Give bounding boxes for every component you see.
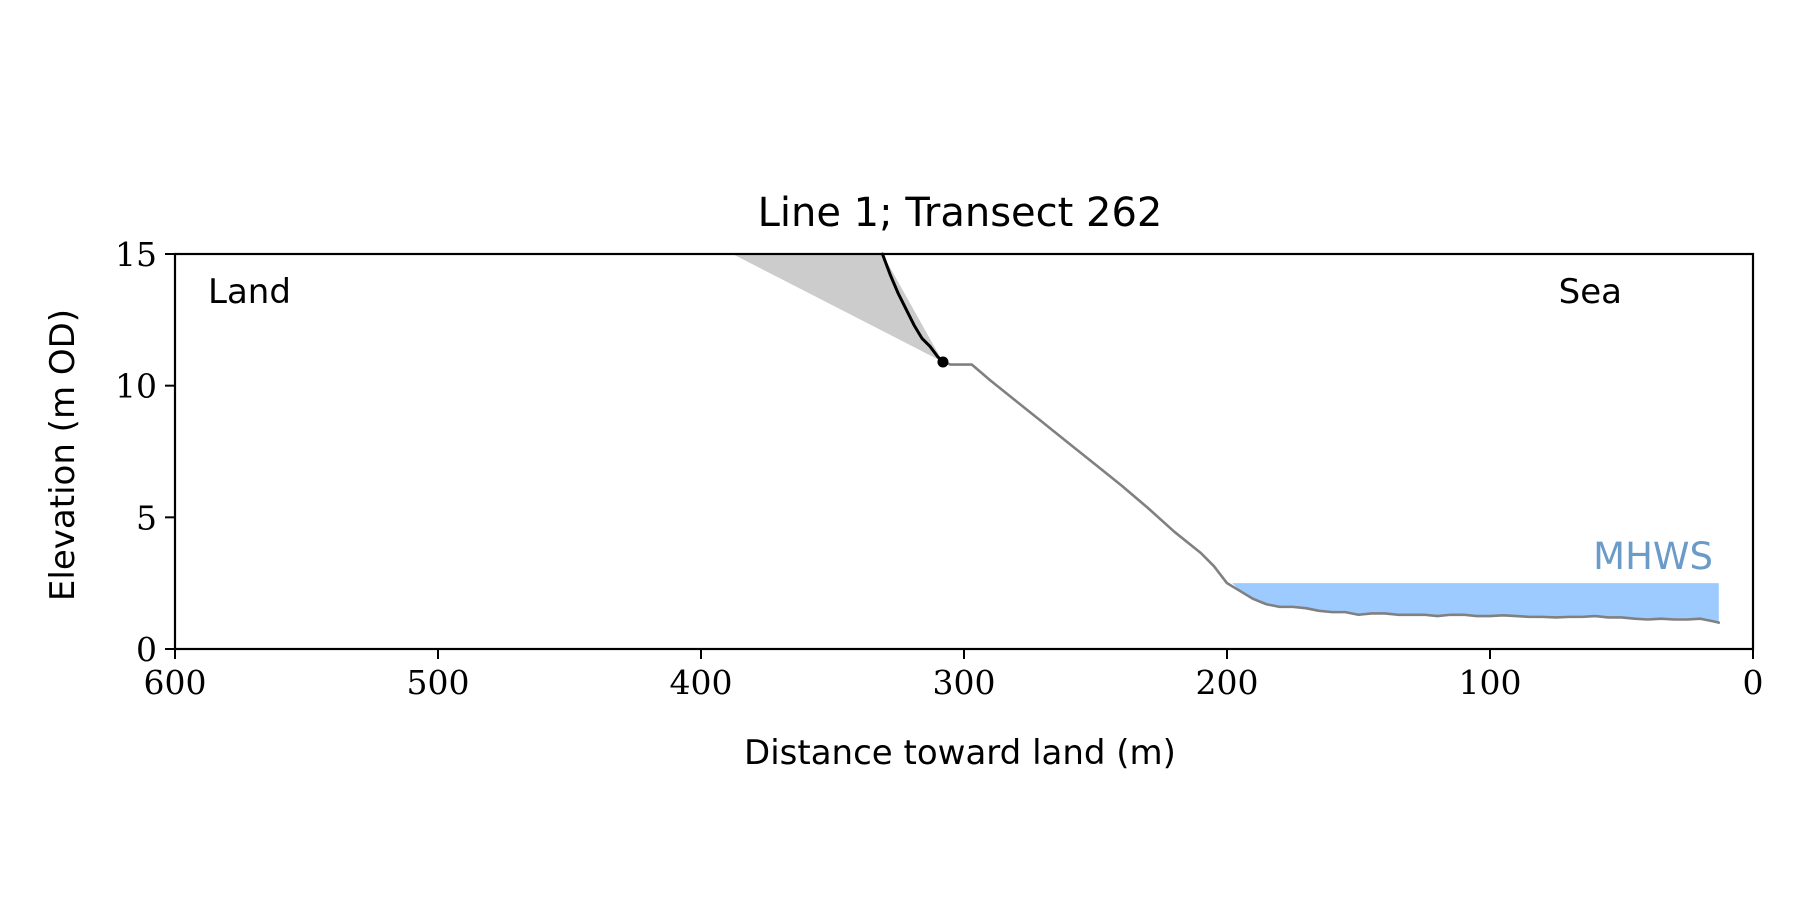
axes-layer: 600 500 400 300 200 100 0 0 5 10 15 <box>115 235 1764 702</box>
y-tick-label: 5 <box>136 498 157 537</box>
y-axis-label: Elevation (m OD) <box>43 309 83 601</box>
cliff-toe-marker <box>937 356 949 368</box>
x-tick-label: 200 <box>1196 663 1259 702</box>
cliff-line <box>880 252 945 364</box>
x-tick-label: 300 <box>933 663 996 702</box>
x-tick-label: 500 <box>407 663 470 702</box>
land-annotation: Land <box>208 272 291 312</box>
mhws-annotation: MHWS <box>1593 535 1713 578</box>
x-tick-label: 600 <box>144 663 207 702</box>
chart-title: Line 1; Transect 262 <box>758 190 1163 236</box>
x-axis-label: Distance toward land (m) <box>744 733 1176 773</box>
sea-annotation: Sea <box>1559 272 1622 312</box>
x-tick-label: 400 <box>670 663 733 702</box>
y-tick-label: 15 <box>115 235 157 274</box>
line-layer <box>880 252 1721 624</box>
projection-area <box>732 254 943 362</box>
x-tick-label: 0 <box>1743 663 1764 702</box>
y-tick-label: 0 <box>136 630 157 669</box>
y-tick-label: 10 <box>115 367 157 406</box>
profile-line <box>941 360 1721 624</box>
text-layer: Line 1; Transect 262 Distance toward lan… <box>43 190 1713 773</box>
x-tick-label: 100 <box>1459 663 1522 702</box>
